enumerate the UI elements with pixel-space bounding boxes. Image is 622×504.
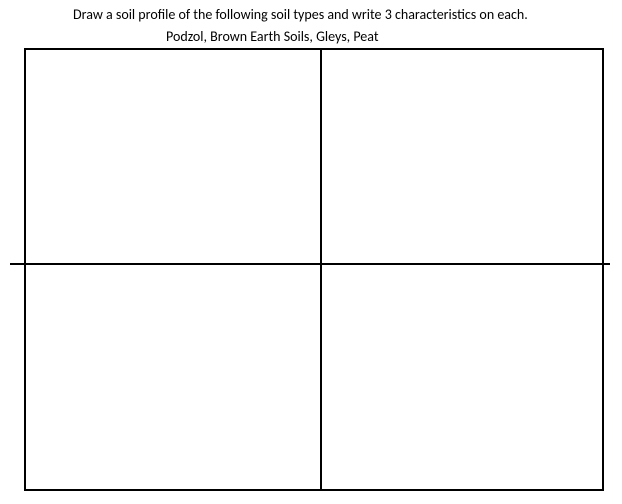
worksheet-grid bbox=[10, 48, 610, 491]
grid-cell-bottom-left bbox=[24, 265, 320, 491]
instruction-line-1: Draw a soil profile of the following soi… bbox=[73, 6, 528, 23]
grid-cell-top-right bbox=[322, 48, 604, 263]
instruction-line-2: Podzol, Brown Earth Soils, Gleys, Peat bbox=[166, 28, 379, 45]
grid-cell-top-left bbox=[24, 48, 320, 263]
grid-cell-bottom-right bbox=[322, 265, 604, 491]
